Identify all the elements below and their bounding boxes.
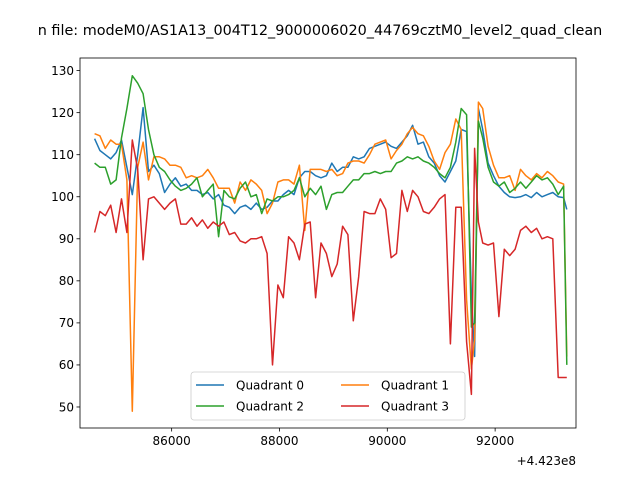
legend-label: Quadrant 1 [381, 378, 449, 392]
legend: Quadrant 0 Quadrant 1 Quadrant 2 Quadrant 3 [190, 371, 466, 421]
axis-layer: 86000 88000 90000 92000 50 60 70 80 90 100 110 120 1… [51, 64, 514, 448]
x-tick-label: 88000 [260, 434, 298, 448]
y-tick-label: 100 [51, 190, 74, 204]
legend-label: Quadrant 3 [381, 399, 449, 413]
y-tick-label: 80 [59, 274, 74, 288]
legend-label: Quadrant 2 [236, 399, 304, 413]
x-tick-label: 92000 [476, 434, 514, 448]
legend-box [190, 371, 466, 421]
series-line-quadrant-1 [94, 101, 568, 412]
series-line-quadrant-2 [94, 74, 568, 365]
series-line-quadrant-3 [93, 139, 567, 396]
y-tick-label: 60 [59, 358, 74, 372]
y-tick-label: 50 [59, 400, 74, 414]
y-tick-label: 90 [59, 232, 74, 246]
x-tick-label: 90000 [368, 434, 406, 448]
y-tick-label: 130 [51, 64, 74, 78]
x-offset-label: +4.423e8 [517, 454, 576, 468]
plot-frame [79, 57, 577, 429]
chart-title: n file: modeM0/AS1A13_004T12_9000006020_… [38, 23, 603, 39]
x-tick-label: 86000 [153, 434, 191, 448]
series-layer [93, 74, 568, 412]
series-line-quadrant-0 [93, 106, 568, 358]
y-tick-label: 120 [51, 106, 74, 120]
y-tick-label: 110 [51, 148, 74, 162]
legend-label: Quadrant 0 [236, 378, 304, 392]
y-tick-label: 70 [59, 316, 74, 330]
